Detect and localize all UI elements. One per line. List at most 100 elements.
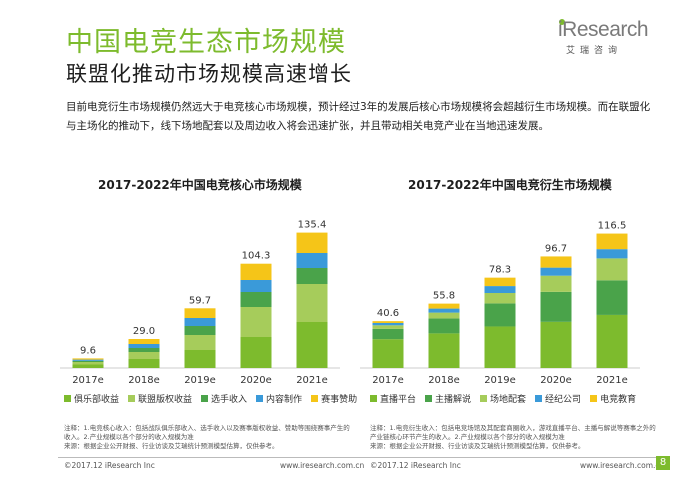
legend-item: 电竞教育 (590, 392, 636, 405)
legend-item: 直播平台 (370, 392, 416, 405)
bar-segment-2018e-1 (128, 352, 160, 359)
total-label-2021e: 116.5 (598, 221, 627, 232)
legend-label: 联盟版权收益 (138, 395, 193, 405)
legend-label: 场地配套 (490, 395, 527, 405)
bar-segment-2020e-4 (540, 256, 572, 268)
bar-segment-2021e-1 (296, 284, 328, 322)
bar-segment-2019e-1 (484, 303, 516, 327)
x-tick-label: 2018e (428, 375, 460, 386)
bar-segment-2018e-3 (428, 308, 460, 313)
bar-segment-2018e-4 (428, 303, 460, 309)
core-market-chart: 9.6 2017e 29.0 2018e 59.7 2019e 104.3 2020e 135.… (60, 220, 340, 386)
legend-label: 内容制作 (266, 395, 303, 405)
legend-swatch (201, 395, 209, 402)
total-label-2021e: 135.4 (298, 220, 327, 231)
x-tick-label: 2021e (296, 375, 328, 386)
legend-item: 选手收入 (201, 392, 247, 405)
legend-item: 主播解说 (425, 392, 471, 405)
legend-item: 场地配套 (480, 392, 526, 405)
core-chart-title: 2017-2022年中国电竞核心市场规模 (98, 178, 302, 192)
footer-copyright-right: ©2017.12 iResearch Inc (370, 461, 461, 470)
legend-label: 主播解说 (435, 395, 472, 405)
legend-label: 俱乐部收益 (74, 395, 120, 405)
bar-segment-2018e-4 (128, 339, 160, 344)
derivative-chart-notes: 注释：1.电竞衍生收入：包括电竞场馆及其配套商圈收入，游戏直播平台、主播与解说等… (370, 424, 656, 450)
bar-segment-2017e-0 (72, 364, 104, 368)
bar-segment-2020e-3 (240, 280, 272, 292)
legend-label: 电竞教育 (600, 395, 637, 405)
bar-segment-2018e-0 (128, 359, 160, 368)
total-label-2019e: 59.7 (189, 295, 211, 306)
bar-segment-2021e-3 (596, 249, 628, 259)
legend-label: 经纪公司 (545, 395, 582, 405)
footer-url-right: www.iresearch.com.cn (580, 461, 665, 470)
footer-copyright-left: ©2017.12 iResearch Inc (64, 461, 155, 470)
bar-segment-2021e-2 (596, 258, 628, 281)
legend-swatch (590, 395, 598, 402)
x-tick-label: 2020e (240, 375, 272, 386)
total-label-2017e: 9.6 (80, 345, 96, 356)
bar-segment-2018e-1 (428, 318, 460, 334)
bar-segment-2019e-4 (184, 308, 216, 318)
bar-segment-2020e-3 (540, 267, 572, 276)
bar-segment-2020e-2 (540, 275, 572, 292)
total-label-2018e: 55.8 (433, 291, 455, 302)
bar-segment-2017e-0 (372, 339, 404, 368)
legend-item: 联盟版权收益 (128, 392, 192, 405)
total-label-2017e: 40.6 (377, 308, 399, 319)
legend-item: 俱乐部收益 (64, 392, 119, 405)
legend-swatch (128, 395, 136, 402)
bar-segment-2017e-2 (372, 325, 404, 329)
x-tick-label: 2017e (372, 375, 404, 386)
total-label-2018e: 29.0 (133, 326, 155, 337)
bar-segment-2021e-0 (296, 322, 328, 368)
bar-segment-2021e-4 (596, 233, 628, 250)
bar-segment-2019e-4 (484, 277, 516, 287)
bar-segment-2020e-1 (240, 307, 272, 337)
total-label-2020e: 104.3 (242, 251, 271, 262)
bar-segment-2017e-2 (72, 360, 104, 362)
x-tick-label: 2019e (184, 375, 216, 386)
bar-segment-2018e-3 (128, 344, 160, 348)
legend-swatch (64, 395, 71, 402)
legend-swatch (256, 395, 264, 402)
logo-dot-icon (559, 19, 565, 25)
page-subtitle: 联盟化推动市场规模高速增长 (66, 62, 352, 86)
legend-label: 选手收入 (211, 395, 248, 405)
derivative-market-chart: 40.6 2017e 55.8 2018e 78.3 2019e 96.7 2020e 116.… (360, 221, 640, 386)
bar-segment-2018e-0 (428, 333, 460, 368)
bar-segment-2017e-1 (72, 362, 104, 365)
bar-segment-2021e-0 (596, 314, 628, 368)
legend-swatch (480, 395, 488, 402)
derivative-chart-legend: 直播平台 主播解说 场地配套 经纪公司 电竞教育 (370, 392, 636, 405)
x-tick-label: 2020e (540, 375, 572, 386)
legend-swatch (311, 395, 319, 402)
legend-item: 内容制作 (256, 392, 302, 405)
lead-paragraph: 目前电竞衍生市场规模仍然远大于电竞核心市场规模，预计经过3年的发展后核心市场规模… (66, 101, 651, 132)
bar-segment-2018e-2 (128, 348, 160, 352)
bar-segment-2020e-2 (240, 292, 272, 307)
page-number: 8 (656, 456, 670, 470)
bar-segment-2020e-4 (240, 263, 272, 280)
legend-item: 经纪公司 (535, 392, 581, 405)
derivative-chart-title: 2017-2022年中国电竞衍生市场规模 (408, 178, 612, 192)
legend-label: 赛事赞助 (321, 395, 358, 405)
legend-swatch (425, 395, 433, 402)
x-tick-label: 2021e (596, 375, 628, 386)
x-tick-label: 2017e (72, 375, 104, 386)
legend-swatch (370, 395, 377, 402)
bar-segment-2017e-4 (72, 358, 104, 360)
bar-segment-2020e-0 (540, 321, 572, 368)
iresearch-logo: iResearch 艾瑞咨询 (556, 18, 652, 56)
footer-url-left: www.iresearch.com.cn (280, 461, 365, 470)
core-chart-legend: 俱乐部收益 联盟版权收益 选手收入 内容制作 赛事赞助 (64, 392, 357, 405)
bar-segment-2021e-1 (596, 280, 628, 315)
bar-segment-2017e-1 (372, 328, 404, 340)
bar-segment-2020e-1 (540, 291, 572, 322)
bar-segment-2019e-3 (484, 286, 516, 293)
bar-segment-2017e-3 (72, 359, 104, 361)
bar-segment-2017e-3 (372, 323, 404, 326)
bar-segment-2021e-4 (296, 232, 328, 253)
total-label-2020e: 96.7 (545, 243, 567, 254)
legend-item: 赛事赞助 (311, 392, 357, 405)
